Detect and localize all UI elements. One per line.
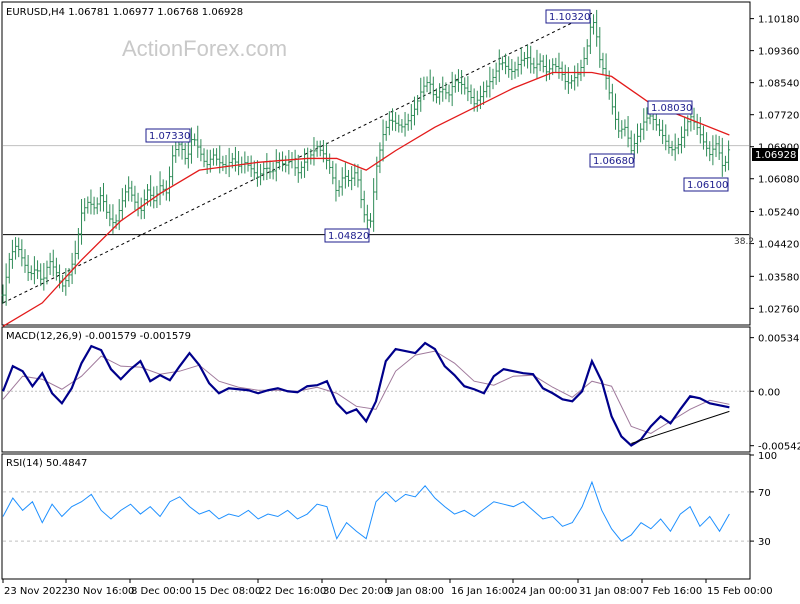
- price-label-text: 1.06680: [593, 156, 634, 167]
- price-label-text: 1.10320: [549, 12, 590, 23]
- price-label-box: [647, 100, 693, 115]
- price-label-box: [324, 228, 370, 243]
- price-label-box: [683, 177, 729, 192]
- price-axis-label: 1.02760: [758, 304, 799, 315]
- macd-panel[interactable]: [1, 326, 751, 453]
- x-axis-label: 31 Jan 08:00: [579, 586, 642, 597]
- x-axis-label: 15 Feb 00:00: [707, 586, 773, 597]
- price-label-box: [589, 153, 635, 168]
- x-axis-label: 7 Feb 16:00: [643, 586, 702, 597]
- rsi-axis-label: 100: [758, 451, 777, 462]
- price-axis-label: 1.09360: [758, 47, 799, 58]
- x-axis-label: 24 Jan 00:00: [514, 586, 577, 597]
- price-labels: 1.10320 1.08030 1.07330 1.06680 1.06100 1.048…: [145, 9, 729, 243]
- price-label-1-10320: 1.10320: [545, 9, 591, 24]
- price-label-box: [145, 128, 191, 143]
- x-axis-label: 22 Dec 16:00: [259, 586, 326, 597]
- price-label-1-04820: 1.04820: [324, 228, 370, 243]
- price-label-text: 1.08030: [651, 103, 692, 114]
- price-axis-label: 1.03580: [758, 272, 799, 283]
- price-header: EURUSD,H4 1.06781 1.06977 1.06768 1.0692…: [6, 7, 243, 18]
- x-axis-label: 23 Nov 2022: [4, 586, 68, 597]
- current-price-label: 1.06928: [755, 150, 796, 161]
- x-axis-label: 30 Nov 16:00: [67, 586, 134, 597]
- y-axis: 1.101801.093601.085401.077201.069001.060…: [750, 15, 800, 548]
- rsi-header: RSI(14) 50.4847: [6, 458, 87, 469]
- x-axis-label: 9 Jan 08:00: [387, 586, 444, 597]
- price-label-box: [545, 9, 591, 24]
- price-axis-label: 1.10180: [758, 15, 799, 26]
- x-axis-label: 16 Jan 16:00: [451, 586, 514, 597]
- price-label-text: 1.04820: [328, 231, 369, 242]
- rsi-panel[interactable]: [1, 453, 751, 580]
- price-axis-label: 1.05240: [758, 208, 799, 219]
- price-layer: [1, 9, 749, 327]
- watermark: ActionForex.com: [122, 36, 287, 61]
- moving-average-line: [2, 71, 730, 327]
- price-label-1-06100: 1.06100: [683, 177, 729, 192]
- x-axis-label: 8 Dec 00:00: [131, 586, 192, 597]
- rsi-axis-label: 70: [758, 488, 771, 499]
- x-axis-label: 30 Dec 20:00: [323, 586, 390, 597]
- macd-header: MACD(12,26,9) -0.001579 -0.001579: [6, 331, 191, 342]
- price-label-1-06680: 1.06680: [589, 153, 635, 168]
- price-label-1-07330: 1.07330: [145, 128, 191, 143]
- macd-axis-label: 0.00534: [758, 334, 799, 345]
- price-label-text: 1.06100: [687, 180, 728, 191]
- macd-line: [1, 341, 730, 447]
- rsi-line: [2, 480, 730, 542]
- macd-layer: [1, 341, 749, 447]
- trendline-dashed: [2, 12, 593, 304]
- price-axis-label: 1.04420: [758, 240, 799, 251]
- fib-label: 38.2: [734, 237, 754, 247]
- macd-signal-line: [2, 350, 730, 434]
- x-axis-label: 15 Dec 08:00: [194, 586, 261, 597]
- rsi-layer: [2, 480, 749, 542]
- price-axis-label: 1.07720: [758, 111, 799, 122]
- price-label-text: 1.07330: [149, 131, 190, 142]
- price-axis-label: 1.06080: [758, 175, 799, 186]
- current-price-tag: 1.06928: [752, 148, 798, 161]
- price-label-1-08030: 1.08030: [647, 100, 693, 115]
- macd-axis-label: 0.00: [758, 387, 780, 398]
- rsi-axis-label: 30: [758, 537, 771, 548]
- macd-trendline: [631, 410, 730, 444]
- price-axis-label: 1.08540: [758, 79, 799, 90]
